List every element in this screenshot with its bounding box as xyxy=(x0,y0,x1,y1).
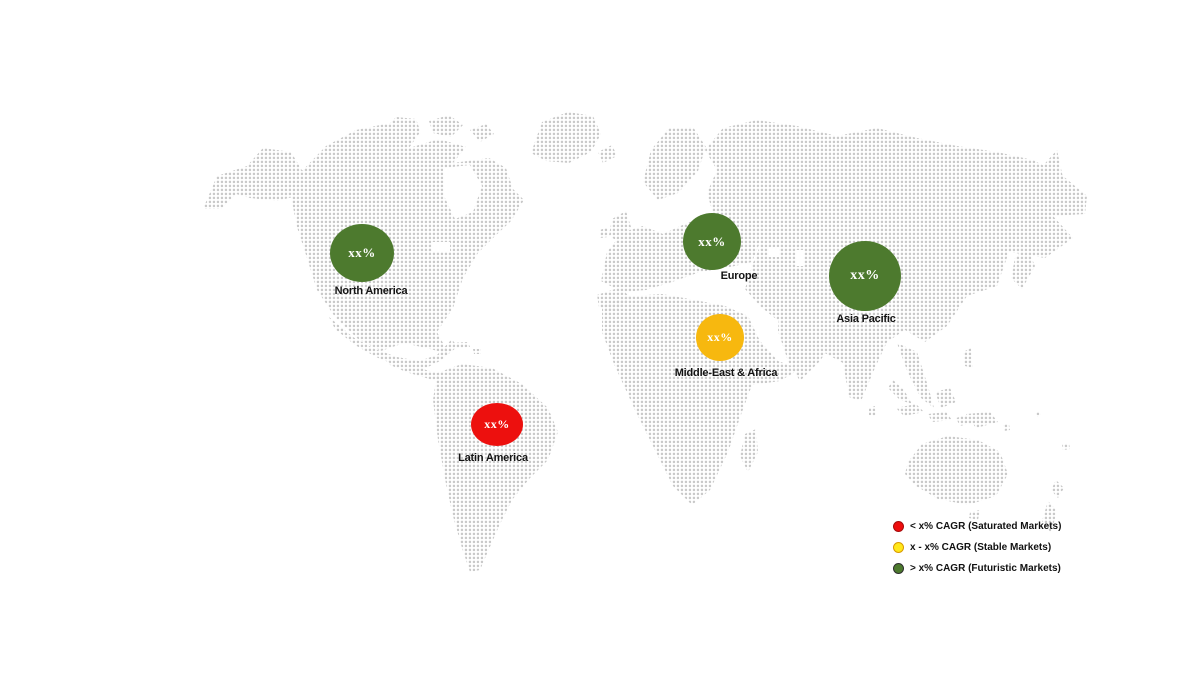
region-bubble-north-america[interactable]: xx% xyxy=(330,224,394,282)
legend-label-futuristic: > x% CAGR (Futuristic Markets) xyxy=(910,563,1061,574)
region-bubble-middle-east-africa[interactable]: xx% xyxy=(696,314,744,361)
region-label-europe: Europe xyxy=(720,270,758,282)
region-cagr-middle-east-africa: xx% xyxy=(707,330,733,344)
landmass-oceania xyxy=(888,380,1070,533)
region-label-middle-east-africa: Middle-East & Africa xyxy=(674,367,778,379)
region-label-asia-pacific: Asia Pacific xyxy=(836,313,896,325)
region-cagr-asia-pacific: xx% xyxy=(850,268,880,283)
legend-label-stable: x - x% CAGR (Stable Markets) xyxy=(910,542,1052,553)
region-cagr-north-america: xx% xyxy=(348,245,376,260)
legend-dot-yellow-icon xyxy=(893,542,904,553)
legend-item-saturated: < x% CAGR (Saturated Markets) xyxy=(893,520,1061,533)
legend-item-futuristic: > x% CAGR (Futuristic Markets) xyxy=(893,562,1061,575)
landmass-south-america xyxy=(433,364,558,572)
region-cagr-europe: xx% xyxy=(698,233,726,249)
legend-dot-red-icon xyxy=(893,521,904,532)
region-cagr-latin-america: xx% xyxy=(484,417,510,431)
cagr-legend: < x% CAGR (Saturated Markets) x - x% CAG… xyxy=(893,520,1061,575)
legend-label-saturated: < x% CAGR (Saturated Markets) xyxy=(910,521,1062,532)
landmass-africa xyxy=(602,294,800,505)
sea-hudson-bay-great-lakes xyxy=(432,165,804,266)
region-label-latin-america: Latin America xyxy=(458,452,528,464)
region-bubble-latin-america[interactable]: xx% xyxy=(471,403,523,446)
region-bubble-europe[interactable]: xx% xyxy=(683,213,741,270)
landmass-central-america-caribbean xyxy=(329,317,481,381)
legend-dot-green-icon xyxy=(893,563,904,574)
landmass-greenland xyxy=(531,112,617,163)
region-bubble-asia-pacific[interactable]: xx% xyxy=(829,241,901,311)
region-label-north-america: North America xyxy=(334,285,408,297)
legend-item-stable: x - x% CAGR (Stable Markets) xyxy=(893,541,1061,554)
